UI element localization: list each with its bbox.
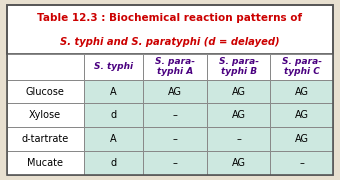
Bar	[270, 103, 333, 127]
Text: AG: AG	[232, 87, 246, 96]
Bar	[207, 151, 270, 175]
Text: Table 12.3 : Biochemical reaction patterns of: Table 12.3 : Biochemical reaction patter…	[37, 13, 303, 23]
Text: –: –	[173, 158, 177, 168]
Text: A: A	[110, 134, 117, 144]
Text: Glucose: Glucose	[26, 87, 65, 96]
Text: d: d	[110, 110, 116, 120]
Bar	[7, 151, 84, 175]
Text: AG: AG	[232, 158, 246, 168]
Text: AG: AG	[295, 134, 309, 144]
Bar	[143, 127, 207, 151]
Text: AG: AG	[295, 87, 309, 96]
Text: S. para-
typhi A: S. para- typhi A	[155, 57, 195, 76]
Bar	[207, 54, 270, 80]
Bar	[143, 54, 207, 80]
Text: –: –	[236, 134, 241, 144]
Text: S. para-
typhi C: S. para- typhi C	[282, 57, 322, 76]
Bar	[7, 54, 84, 80]
Text: AG: AG	[295, 110, 309, 120]
Bar	[7, 5, 333, 54]
Bar	[84, 54, 143, 80]
Bar	[7, 127, 84, 151]
Text: S. para-
typhi B: S. para- typhi B	[219, 57, 259, 76]
Text: –: –	[173, 110, 177, 120]
Text: d-tartrate: d-tartrate	[21, 134, 69, 144]
Text: Xylose: Xylose	[29, 110, 61, 120]
Text: S. typhi and S. paratyphi (d = delayed): S. typhi and S. paratyphi (d = delayed)	[60, 37, 280, 47]
Text: Mucate: Mucate	[27, 158, 63, 168]
Bar	[84, 151, 143, 175]
Bar	[143, 103, 207, 127]
Bar	[270, 80, 333, 103]
Bar	[207, 103, 270, 127]
Text: AG: AG	[168, 87, 182, 96]
Text: –: –	[299, 158, 304, 168]
Bar	[84, 80, 143, 103]
Text: –: –	[173, 134, 177, 144]
Text: AG: AG	[232, 110, 246, 120]
Bar	[207, 127, 270, 151]
Bar	[143, 80, 207, 103]
Bar	[270, 54, 333, 80]
Text: d: d	[110, 158, 116, 168]
Bar	[270, 151, 333, 175]
Bar	[270, 127, 333, 151]
Bar	[207, 80, 270, 103]
Bar	[7, 80, 84, 103]
Text: A: A	[110, 87, 117, 96]
Bar	[7, 103, 84, 127]
Bar	[84, 103, 143, 127]
Bar	[84, 127, 143, 151]
Bar	[143, 151, 207, 175]
Text: S. typhi: S. typhi	[94, 62, 133, 71]
